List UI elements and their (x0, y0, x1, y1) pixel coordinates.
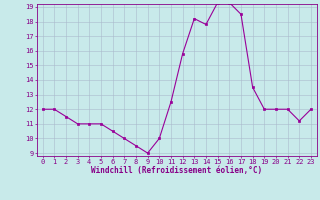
X-axis label: Windchill (Refroidissement éolien,°C): Windchill (Refroidissement éolien,°C) (91, 166, 262, 175)
